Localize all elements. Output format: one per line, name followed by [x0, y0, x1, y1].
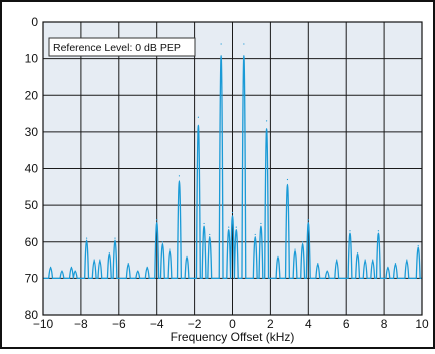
spectrum-peak: [186, 255, 188, 257]
spectrum-peak: [220, 43, 222, 45]
spectrum-peak: [260, 222, 262, 225]
plot-border: [42, 21, 423, 316]
y-tick-label: 50: [25, 198, 39, 212]
x-tick-label: 8: [381, 317, 388, 331]
spectrum-peak: [372, 259, 374, 261]
x-axis-title: Frequency Offset (kHz): [171, 330, 295, 344]
spectrum-peak: [326, 270, 328, 272]
x-tick-label: 6: [343, 317, 350, 331]
spectrum-peak: [146, 266, 148, 268]
spectrum-peak: [74, 270, 76, 272]
reference-level-frame: [48, 37, 196, 57]
y-tick-label: 70: [25, 271, 39, 285]
x-tick-label: −10: [33, 317, 54, 331]
y-tick-label: 10: [25, 52, 39, 66]
spectrum-peak: [243, 43, 245, 45]
x-tick-label: −2: [188, 317, 202, 331]
spectrum-peak: [277, 255, 279, 257]
y-tick-label: 40: [25, 162, 39, 176]
y-tick-label: 60: [25, 235, 39, 249]
spectrum-peak: [70, 266, 73, 268]
spectrum-peak: [197, 116, 199, 118]
spectrum-peak: [336, 259, 338, 261]
reference-level-label: Reference Level: 0 dB PEP: [53, 42, 181, 54]
x-tick-labels: −10 −8 −6 −4 −2 0 2 4 6 8 10: [33, 317, 429, 331]
spectrum-trace: [43, 55, 422, 280]
x-tick-label: 10: [415, 317, 429, 331]
spectrum-peak: [254, 233, 256, 236]
spectrum-peak: [387, 266, 389, 268]
spectrum-peak: [356, 252, 359, 254]
x-tick-label: 4: [305, 317, 312, 331]
spectrum-peak: [417, 244, 419, 247]
x-tick-label: −8: [74, 317, 88, 331]
spectrum-peak: [394, 263, 397, 265]
spectrum-peak: [161, 241, 163, 243]
spectrum-peak: [85, 237, 88, 239]
spectrum-peak: [228, 226, 230, 228]
x-tick-label: −6: [112, 317, 126, 331]
spectrum-peak: [302, 241, 304, 243]
spectrum-peak: [317, 263, 319, 265]
spectrum-peak: [137, 270, 139, 272]
spectrum-peak: [93, 259, 95, 261]
spectrum-peak: [307, 219, 309, 221]
spectrum-peak: [127, 263, 129, 265]
spectrum-peak: [169, 248, 171, 250]
spectrum-peak: [99, 259, 101, 261]
spectrum-peak: [203, 222, 205, 225]
spectrum-peak: [209, 233, 211, 236]
spectrum-trace-layer: [43, 43, 422, 280]
spectrum-peak: [364, 259, 366, 261]
spectrum-peak: [49, 266, 52, 268]
spectrum-peak: [266, 120, 268, 122]
spectrum-peak: [286, 178, 289, 181]
x-tick-label: 0: [229, 317, 236, 331]
spectrum-peak: [294, 248, 296, 250]
reference-level-box: Reference Level: 0 dB PEP: [48, 37, 196, 57]
spectrum-peak: [231, 211, 234, 214]
spectrum-peak: [114, 237, 116, 239]
spectrum-peak: [235, 226, 237, 228]
spectrum-peak: [178, 175, 181, 177]
spectrum-peak: [108, 252, 110, 254]
y-tick-labels: 0 10 20 30 40 50 60 70 80: [25, 15, 39, 322]
y-tick-label: 0: [31, 15, 38, 29]
y-tick-label: 30: [25, 125, 39, 139]
x-tick-label: 2: [267, 317, 274, 331]
spectrum-peak: [349, 230, 351, 232]
spectrum-peak: [377, 230, 380, 232]
y-tick-label: 80: [25, 308, 39, 322]
spectrum-peak: [156, 219, 158, 221]
x-tick-label: −4: [150, 317, 164, 331]
y-tick-label: 20: [25, 88, 39, 102]
spectrum-peak: [61, 270, 63, 272]
spectrum-peak: [406, 259, 408, 261]
